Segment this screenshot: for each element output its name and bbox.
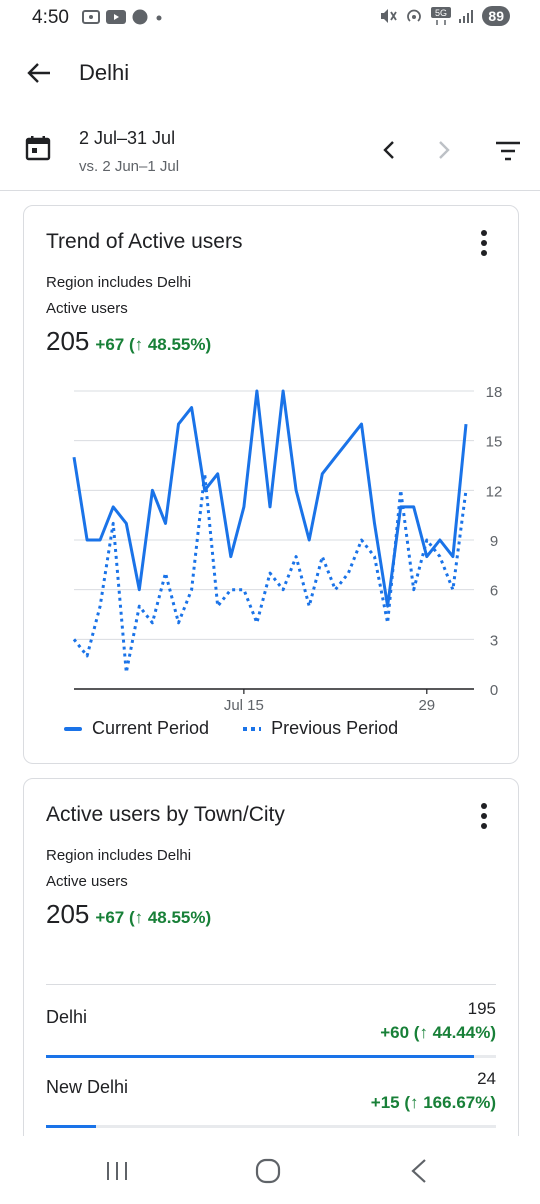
y-tick-label: 0 xyxy=(490,682,498,699)
legend-swatch-current xyxy=(64,726,82,731)
back-arrow-icon[interactable] xyxy=(24,58,54,88)
table-row[interactable]: Delhi 195 +60 (↑ 44.44%) xyxy=(46,997,496,1071)
date-range-label[interactable]: 2 Jul–31 Jul xyxy=(79,128,176,148)
chevron-right-icon xyxy=(439,141,450,159)
legend-swatch-previous xyxy=(243,726,262,731)
share-bar-fill xyxy=(46,1125,96,1128)
card-title: Active users by Town/City xyxy=(46,803,285,826)
city-name: New Delhi xyxy=(46,1077,129,1097)
metric-label: Active users xyxy=(46,873,128,890)
y-tick-label: 3 xyxy=(490,632,498,649)
previous-period-line xyxy=(72,472,468,674)
metric-summary: 205 +67 (↑ 48.55%) xyxy=(46,899,211,930)
more-vert-icon[interactable] xyxy=(470,799,498,833)
trend-line-chart: 18 15 12 9 6 3 0 Jul 15 29 xyxy=(72,384,503,711)
calendar-icon[interactable] xyxy=(24,134,52,162)
metric-total: 205 xyxy=(46,326,90,356)
y-tick-label: 12 xyxy=(486,483,503,500)
status-time: 4:50 xyxy=(32,7,69,28)
metric-summary: 205 +67 (↑ 48.55%) xyxy=(46,326,211,357)
more-notifications-dot-icon xyxy=(156,15,162,21)
more-vert-icon[interactable] xyxy=(470,226,498,260)
legend-previous-label: Previous Period xyxy=(271,718,399,738)
city-value: 195 xyxy=(467,999,496,1018)
gallery-icon xyxy=(82,10,100,24)
city-card: Active users by Town/City Region include… xyxy=(23,778,519,1160)
chevron-left-icon[interactable] xyxy=(377,138,401,162)
date-range-bar: 2 Jul–31 Jul vs. 2 Jun–1 Jul xyxy=(0,112,540,191)
trend-card: Trend of Active users Region includes De… xyxy=(23,205,519,764)
x-tick-label: 29 xyxy=(418,697,435,711)
y-tick-label: 18 xyxy=(486,384,503,401)
battery-indicator: 89 xyxy=(482,6,510,26)
metric-change: +67 (↑ 48.55%) xyxy=(95,335,212,354)
metric-label: Active users xyxy=(46,300,128,317)
share-bar xyxy=(46,1055,496,1058)
table-row[interactable]: New Delhi 24 +15 (↑ 166.67%) xyxy=(46,1067,496,1141)
chart-legend: Current Period Previous Period xyxy=(64,718,398,739)
y-tick-label: 9 xyxy=(490,533,498,550)
recent-apps-icon[interactable] xyxy=(104,1160,130,1182)
legend-current-label: Current Period xyxy=(92,718,210,738)
page-title: Delhi xyxy=(79,60,130,85)
svg-text:5G: 5G xyxy=(435,8,447,18)
city-change: +60 (↑ 44.44%) xyxy=(380,1023,496,1042)
city-name: Delhi xyxy=(46,1007,88,1027)
share-bar xyxy=(46,1125,496,1128)
notification-icons xyxy=(82,9,164,25)
metric-total: 205 xyxy=(46,899,90,929)
youtube-icon xyxy=(106,10,126,24)
app-notification-icon xyxy=(132,9,148,25)
region-label: Region includes Delhi xyxy=(46,847,192,864)
current-period-line xyxy=(72,389,468,608)
filter-icon[interactable] xyxy=(495,140,521,162)
card-title: Trend of Active users xyxy=(46,230,243,253)
network-5g-icon: 5G xyxy=(431,7,452,25)
region-label: Region includes Delhi xyxy=(46,274,192,291)
y-tick-label: 15 xyxy=(486,434,503,451)
hotspot-icon xyxy=(407,9,422,22)
system-icons: 5G 89 xyxy=(378,6,510,26)
signal-icon xyxy=(459,10,474,23)
city-value: 24 xyxy=(477,1069,496,1088)
x-tick-label: Jul 15 xyxy=(224,697,264,711)
status-bar: 4:50 5G 89 xyxy=(0,0,540,36)
home-icon[interactable] xyxy=(255,1158,281,1184)
system-nav-bar xyxy=(0,1136,540,1204)
metric-change: +67 (↑ 48.55%) xyxy=(95,908,212,927)
y-tick-label: 6 xyxy=(490,583,498,600)
nav-back-icon[interactable] xyxy=(408,1158,430,1184)
app-bar: Delhi xyxy=(0,40,540,104)
mute-icon xyxy=(381,9,398,23)
city-change: +15 (↑ 166.67%) xyxy=(370,1093,496,1112)
share-bar-fill xyxy=(46,1055,474,1058)
table-divider xyxy=(46,984,496,985)
compare-range-label: vs. 2 Jun–1 Jul xyxy=(79,158,180,175)
